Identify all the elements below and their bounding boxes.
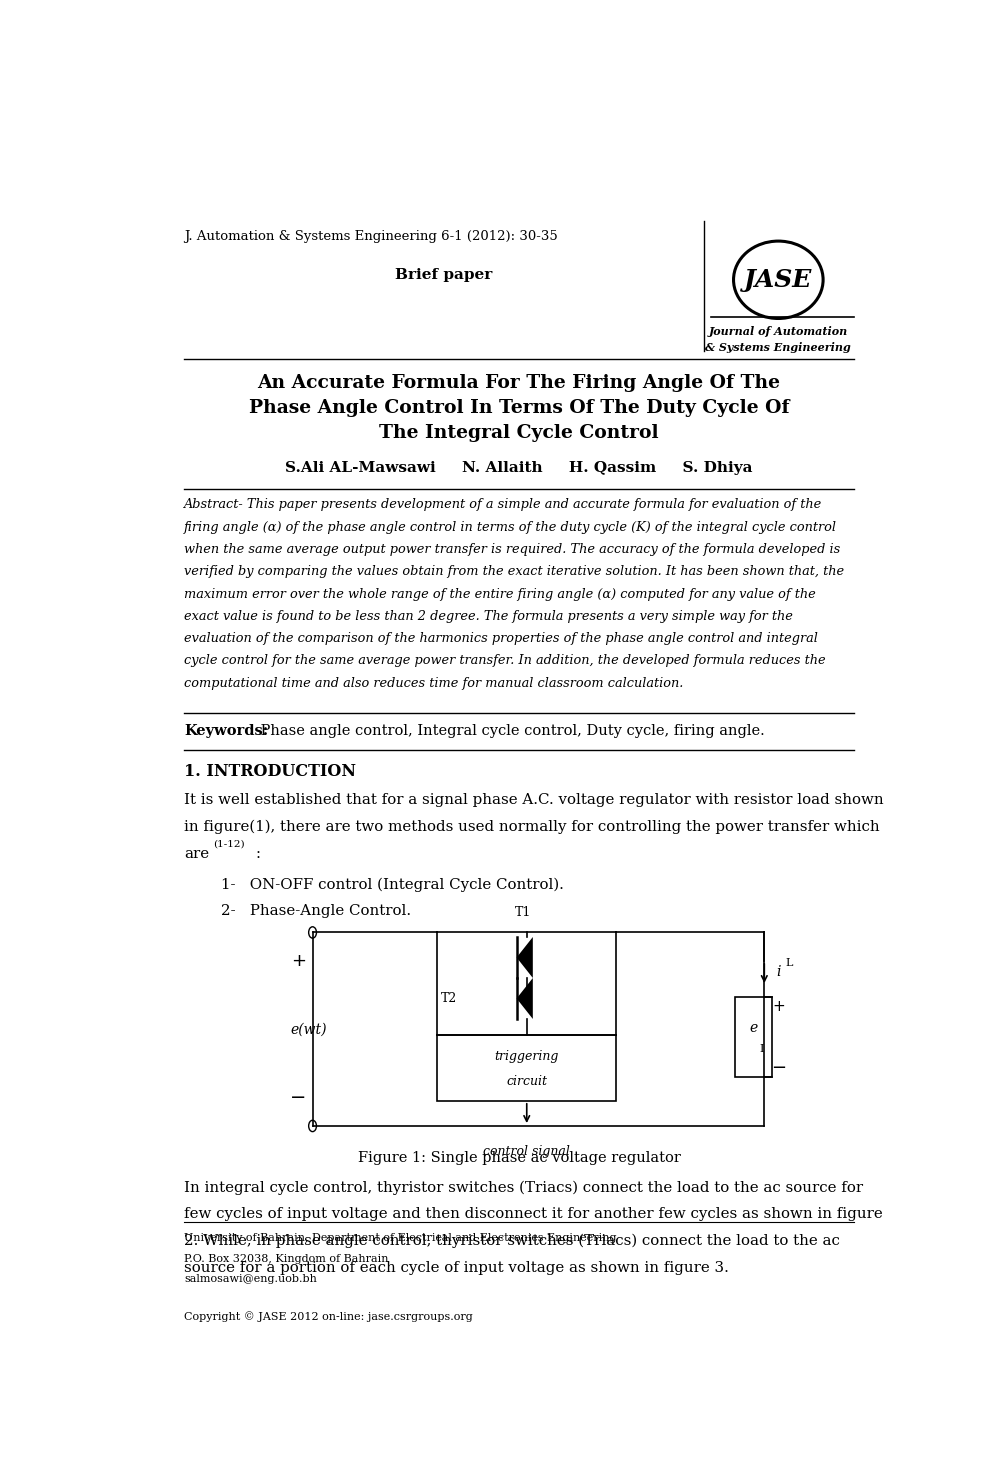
Text: 1-   ON-OFF control (Integral Cycle Control).: 1- ON-OFF control (Integral Cycle Contro… (221, 878, 564, 891)
Text: (1-12): (1-12) (213, 840, 244, 848)
Text: 1. INTRODUCTION: 1. INTRODUCTION (184, 764, 356, 780)
Text: It is well established that for a signal phase A.C. voltage regulator with resis: It is well established that for a signal… (184, 794, 883, 807)
Text: Phase angle control, Integral cycle control, Duty cycle, firing angle.: Phase angle control, Integral cycle cont… (256, 724, 765, 738)
Text: Journal of Automation: Journal of Automation (709, 327, 848, 337)
Text: Abstract- This paper presents development of a simple and accurate formula for e: Abstract- This paper presents developmen… (184, 498, 822, 511)
Text: Copyright © JASE 2012 on-line: jase.csrgroups.org: Copyright © JASE 2012 on-line: jase.csrg… (184, 1311, 472, 1323)
Text: are: are (184, 847, 209, 860)
Text: An Accurate Formula For The Firing Angle Of The: An Accurate Formula For The Firing Angle… (257, 374, 781, 392)
Text: T1: T1 (515, 906, 531, 919)
Text: salmosawi@eng.uob.bh: salmosawi@eng.uob.bh (184, 1274, 317, 1284)
Text: i: i (776, 965, 781, 980)
Text: few cycles of input voltage and then disconnect it for another few cycles as sho: few cycles of input voltage and then dis… (184, 1208, 882, 1221)
Text: Keywords:: Keywords: (184, 724, 268, 738)
Text: In integral cycle control, thyristor switches (Triacs) connect the load to the a: In integral cycle control, thyristor swi… (184, 1181, 863, 1194)
Text: source for a portion of each cycle of input voltage as shown in figure 3.: source for a portion of each cycle of in… (184, 1261, 729, 1276)
Bar (735, 998, 772, 1077)
Text: maximum error over the whole range of the entire firing angle (α) computed for a: maximum error over the whole range of th… (184, 588, 816, 600)
Text: I: I (760, 1043, 764, 1054)
Text: e: e (750, 1021, 758, 1035)
Text: J. Automation & Systems Engineering 6-1 (2012): 30-35: J. Automation & Systems Engineering 6-1 … (184, 229, 558, 242)
Text: L: L (785, 958, 793, 968)
Text: cycle control for the same average power transfer. In addition, the developed fo: cycle control for the same average power… (184, 655, 826, 668)
Text: Figure 1: Single phase ac voltage regulator: Figure 1: Single phase ac voltage regula… (358, 1151, 680, 1165)
Text: 2. While, in phase angle control, thyristor switches (Triacs) connect the load t: 2. While, in phase angle control, thyris… (184, 1234, 840, 1249)
Text: Phase Angle Control In Terms Of The Duty Cycle Of: Phase Angle Control In Terms Of The Duty… (248, 399, 789, 417)
Text: S.Ali AL-Mawsawi     N. Allaith     H. Qassim     S. Dhiya: S.Ali AL-Mawsawi N. Allaith H. Qassim S.… (285, 461, 753, 474)
Text: The Integral Cycle Control: The Integral Cycle Control (379, 424, 658, 442)
Text: +: + (772, 999, 785, 1014)
Text: −: − (771, 1058, 786, 1077)
Polygon shape (517, 978, 533, 1018)
Text: P.O. Box 32038, Kingdom of Bahrain: P.O. Box 32038, Kingdom of Bahrain (184, 1253, 389, 1264)
Text: University of Bahrain, Department of Electrical and Electronics Engineering: University of Bahrain, Department of Ele… (184, 1234, 616, 1243)
Text: exact value is found to be less than 2 degree. The formula presents a very simpl: exact value is found to be less than 2 d… (184, 610, 793, 622)
Text: control signal: control signal (483, 1145, 570, 1159)
Text: 2-   Phase-Angle Control.: 2- Phase-Angle Control. (221, 905, 412, 918)
Text: in figure(1), there are two methods used normally for controlling the power tran: in figure(1), there are two methods used… (184, 820, 879, 834)
Text: & Systems Engineering: & Systems Engineering (706, 343, 851, 353)
Text: Brief paper: Brief paper (395, 269, 492, 282)
Text: +: + (291, 952, 307, 970)
Text: −: − (290, 1088, 307, 1107)
Text: verified by comparing the values obtain from the exact iterative solution. It ha: verified by comparing the values obtain … (184, 565, 844, 578)
Text: evaluation of the comparison of the harmonics properties of the phase angle cont: evaluation of the comparison of the harm… (184, 633, 818, 644)
Text: firing angle (α) of the phase angle control in terms of the duty cycle (K) of th: firing angle (α) of the phase angle cont… (184, 520, 837, 534)
Polygon shape (517, 937, 533, 978)
Text: :: : (255, 847, 260, 860)
Text: e(wt): e(wt) (290, 1023, 327, 1036)
Text: circuit: circuit (507, 1075, 548, 1088)
Bar (437, 1035, 616, 1101)
Text: triggering: triggering (494, 1049, 559, 1063)
Text: when the same average output power transfer is required. The accuracy of the for: when the same average output power trans… (184, 542, 840, 556)
Text: computational time and also reduces time for manual classroom calculation.: computational time and also reduces time… (184, 677, 683, 690)
Text: JASE: JASE (744, 268, 812, 291)
Text: T2: T2 (441, 992, 457, 1005)
